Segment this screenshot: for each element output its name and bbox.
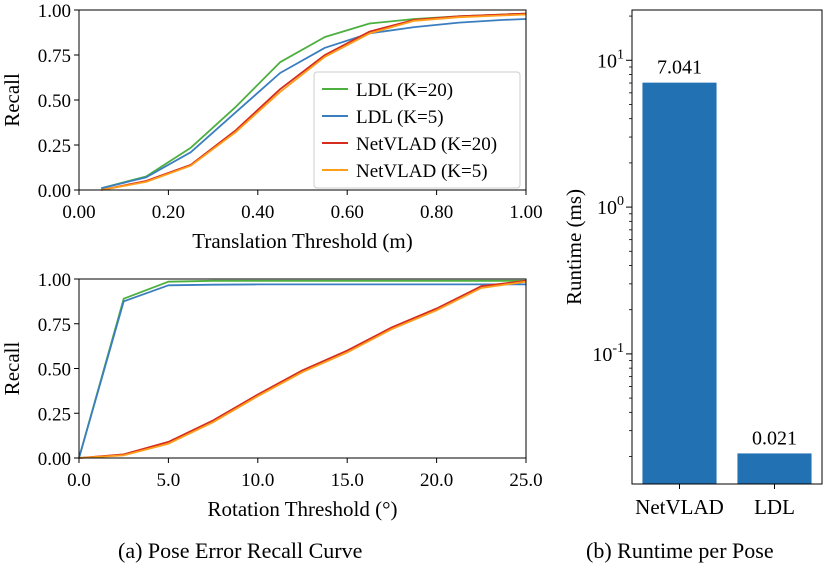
translation-y-tick-label: 0.50 — [38, 91, 71, 112]
translation-x-tick-label: 0.00 — [62, 202, 95, 223]
rotation-axes-frame — [78, 278, 527, 459]
translation-y-axis-label: Recall — [0, 73, 24, 127]
rotation-y-tick-label: 0.75 — [38, 315, 71, 336]
translation-x-axis-label: Translation Threshold (m) — [192, 229, 413, 253]
translation-y-tick-label: 1.00 — [38, 1, 71, 22]
rotation-x-tick-label: 20.0 — [420, 470, 453, 491]
legend-label-ldl-k-20: LDL (K=20) — [356, 80, 453, 101]
rotation-series-ldl-k-5 — [78, 283, 526, 459]
bar-value-label-ldl: 0.021 — [752, 427, 797, 449]
legend-label-netvlad-k-20: NetVLAD (K=20) — [356, 134, 497, 155]
x-tick-label-ldl: LDL — [754, 495, 795, 519]
translation-y-tick-label: 0.75 — [38, 46, 71, 67]
translation-x-tick-label: 1.00 — [509, 202, 542, 223]
runtime-axes-frame — [631, 9, 823, 485]
rotation-x-tick-label: 0.0 — [67, 470, 91, 491]
y-tick-label: 100 — [597, 194, 624, 219]
rotation-y-tick-label: 0.50 — [38, 360, 71, 381]
legend-label-netvlad-k-5: NetVLAD (K=5) — [356, 161, 488, 182]
bar-value-label-netvlad: 7.041 — [657, 57, 702, 79]
rotation-x-tick-label: 15.0 — [331, 470, 364, 491]
translation-series-netvlad-k-5 — [101, 13, 527, 191]
x-tick-label-netvlad: NetVLAD — [635, 495, 724, 519]
translation-x-tick-label: 0.40 — [241, 202, 274, 223]
legend-label-ldl-k-5: LDL (K=5) — [356, 107, 444, 128]
legend-frame — [313, 71, 521, 189]
translation-x-tick-label: 0.60 — [331, 202, 364, 223]
bar-ldl — [737, 453, 812, 484]
rotation-x-tick-label: 5.0 — [157, 470, 181, 491]
rotation-x-tick-label: 25.0 — [509, 470, 542, 491]
rotation-y-tick-label: 0.25 — [38, 404, 71, 425]
y-tick-label: 101 — [597, 47, 624, 72]
translation-x-tick-label: 0.20 — [152, 202, 185, 223]
rotation-y-tick-label: 1.00 — [38, 270, 71, 291]
translation-y-tick-label: 0.00 — [38, 181, 71, 202]
rotation-chart: 0.0 5.0 10.0 15.0 20.0 25.0 0.00 0.25 0.50 0.75 1.… — [0, 270, 543, 521]
rotation-y-tick-label: 0.00 — [38, 449, 71, 470]
runtime-y-axis-label: Runtime (ms) — [562, 189, 586, 305]
rotation-x-tick-label: 10.0 — [241, 470, 274, 491]
rotation-series-ldl-k-20 — [78, 279, 526, 459]
bar-netvlad — [642, 82, 717, 484]
rotation-x-axis-label: Rotation Threshold (°) — [208, 497, 398, 521]
translation-series-ldl-k-5 — [101, 18, 527, 190]
y-tick-label: 10-1 — [592, 341, 624, 366]
rotation-series-netvlad-k-5 — [78, 280, 527, 459]
translation-chart: 0.00 0.20 0.40 0.60 0.80 1.00 0.00 0.25 0.50 0.75… — [0, 1, 543, 253]
translation-y-tick-label: 0.25 — [38, 136, 71, 157]
rotation-y-axis-label: Recall — [0, 342, 24, 396]
caption-pose-error-recall: (a) Pose Error Recall Curve — [118, 538, 363, 563]
translation-x-tick-label: 0.80 — [420, 202, 453, 223]
caption-runtime-per-pose: (b) Runtime per Pose — [586, 538, 774, 563]
translation-legend: LDL (K=20) LDL (K=5) NetVLAD (K=20) NetVLAD… — [313, 71, 521, 189]
rotation-series-netvlad-k-20 — [78, 279, 527, 459]
runtime-chart: 7.041 NetVLAD 0.021 LDL 101 100 10-1 Runtime (m… — [562, 9, 823, 519]
